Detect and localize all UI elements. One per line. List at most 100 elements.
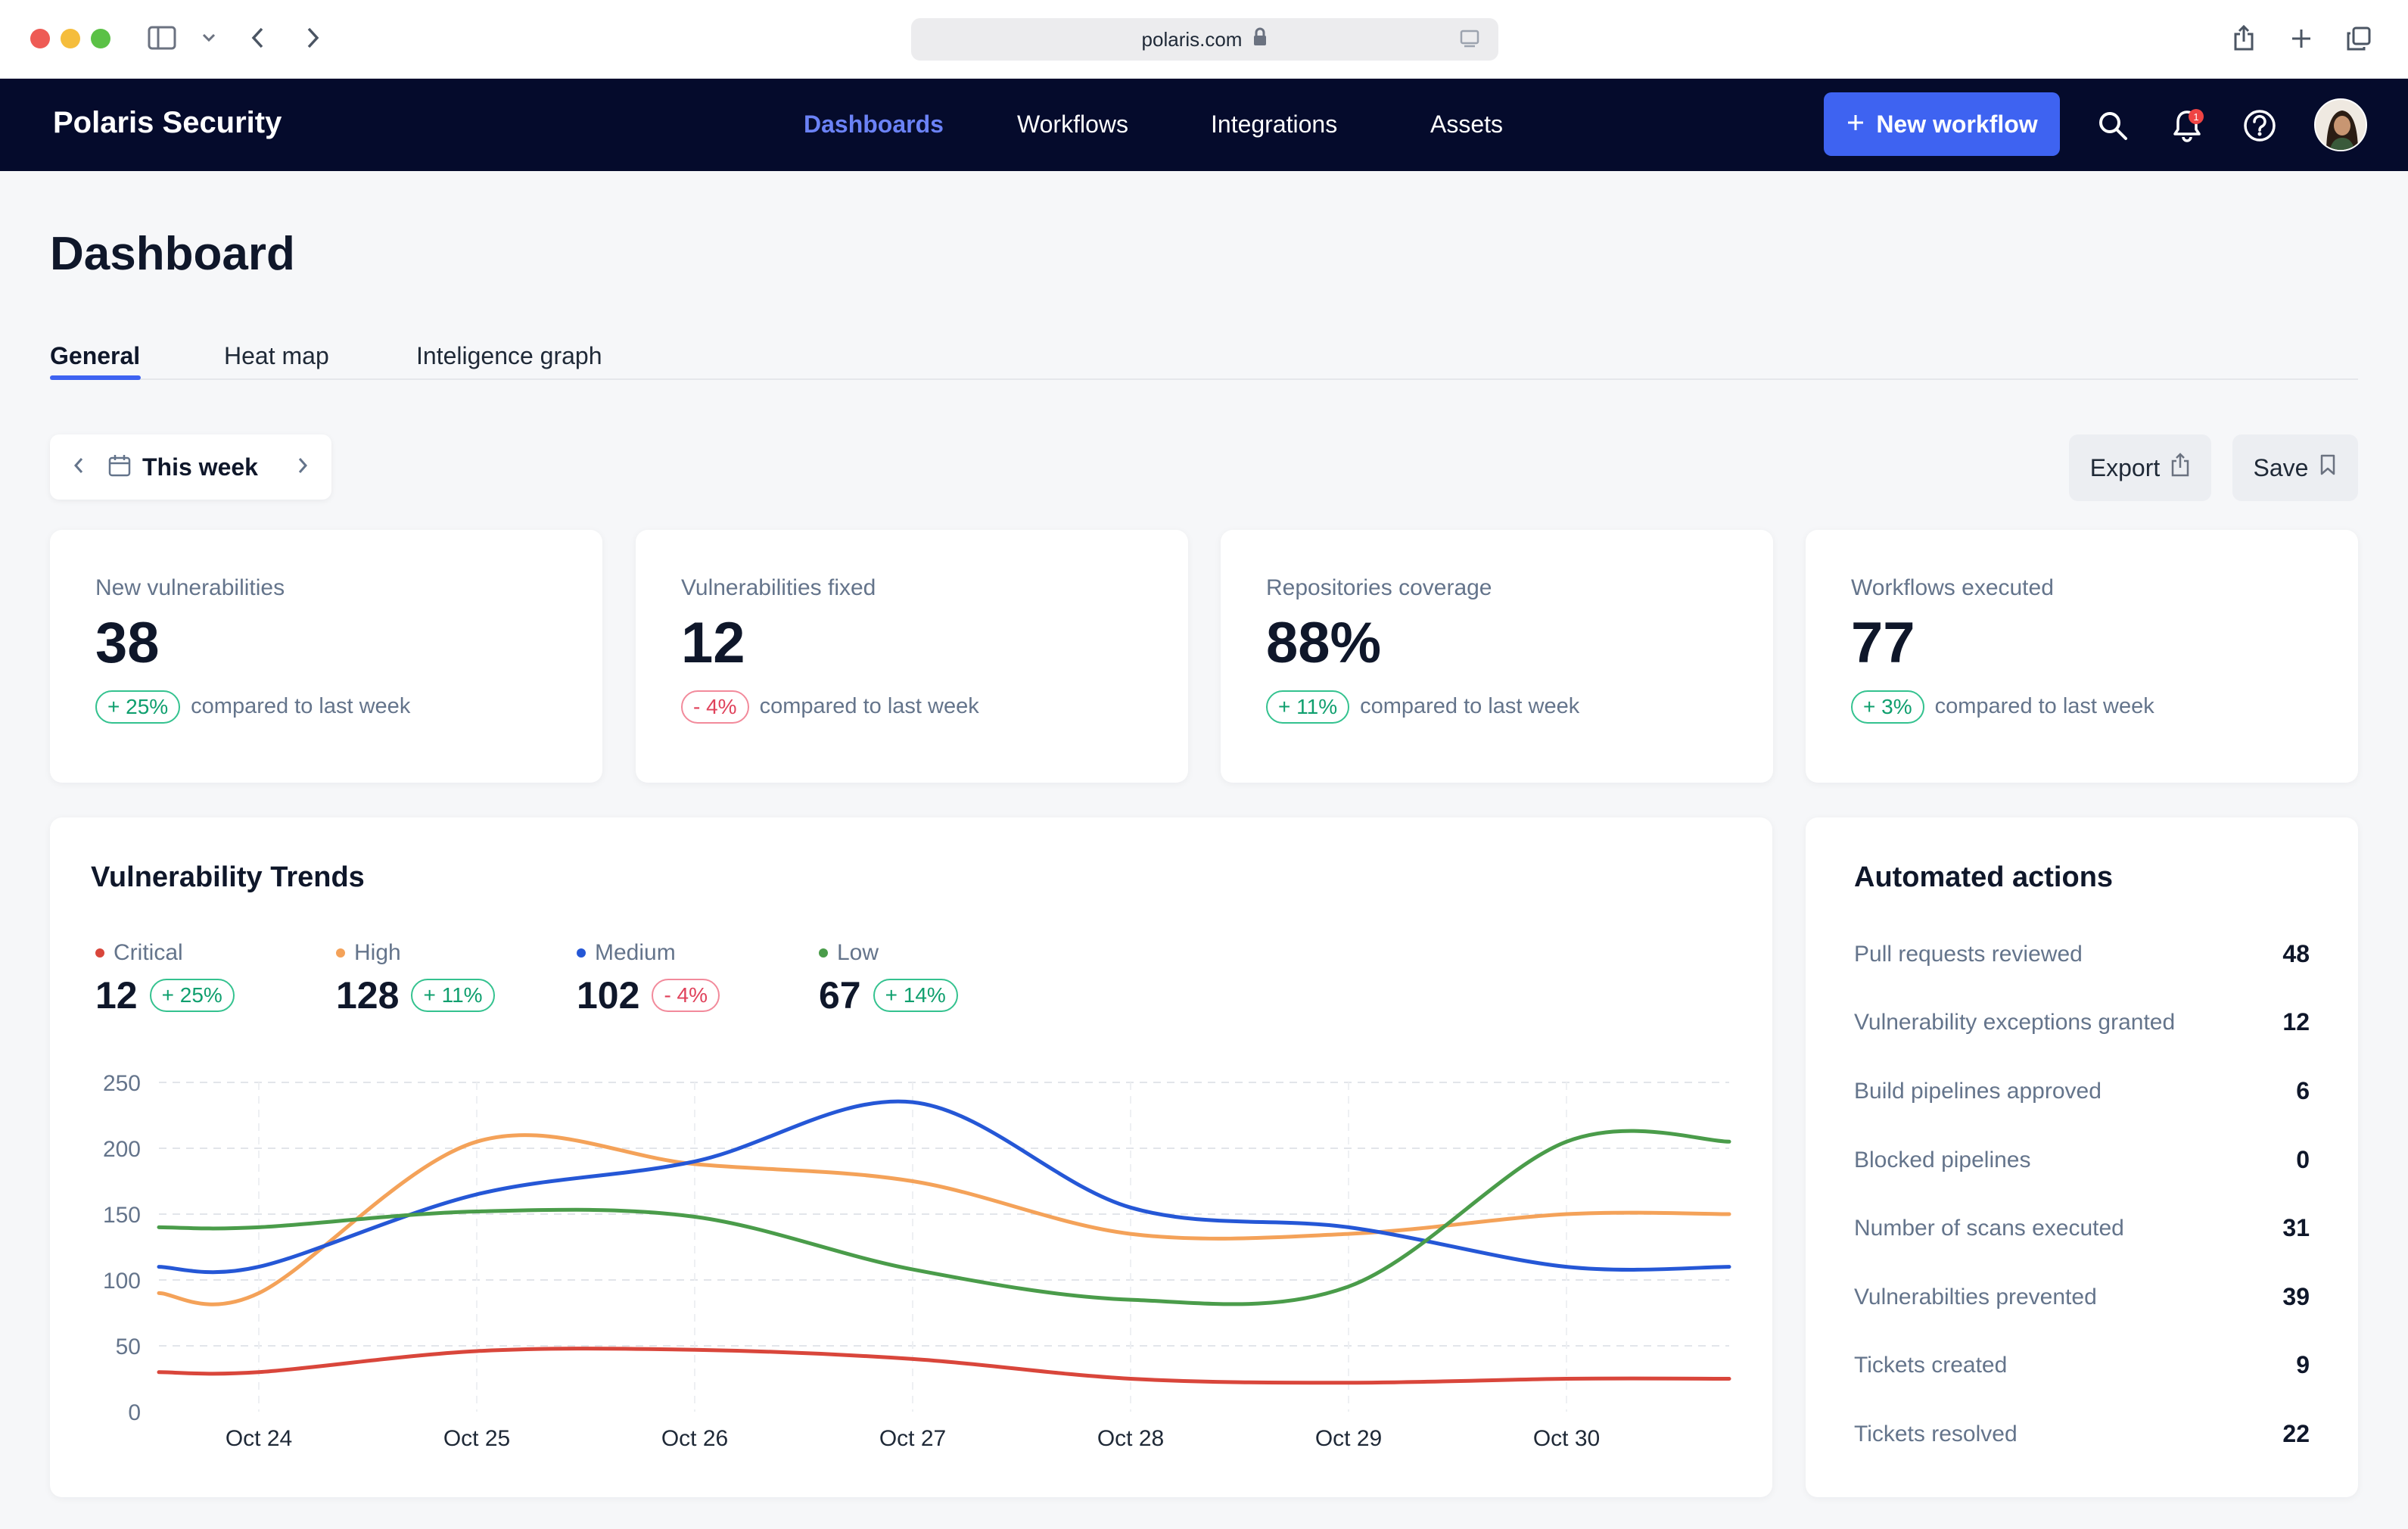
next-period-icon[interactable]: [295, 456, 310, 479]
action-row[interactable]: Vulnerabilties prevented 39: [1854, 1283, 2310, 1311]
minimize-window-button[interactable]: [61, 29, 80, 48]
stat-value: 12: [681, 611, 745, 675]
stat-value: 88%: [1266, 611, 1382, 675]
action-row[interactable]: Pull requests reviewed 48: [1854, 940, 2310, 968]
brand-logo[interactable]: Polaris Security: [53, 106, 282, 139]
action-name: Tickets resolved: [1854, 1421, 2018, 1446]
stat-label: Workflows executed: [1851, 575, 2054, 600]
chevron-down-icon[interactable]: [198, 29, 219, 47]
action-name: Vulnerability exceptions granted: [1854, 1009, 2176, 1035]
stat-change-badge: + 11%: [1266, 690, 1350, 724]
export-button[interactable]: Export: [2069, 434, 2211, 501]
share-icon[interactable]: [2231, 23, 2257, 53]
legend-name: High: [354, 940, 401, 965]
notifications-bell-icon[interactable]: 1: [2169, 107, 2205, 144]
stat-value: 77: [1851, 611, 1915, 675]
period-label[interactable]: This week: [142, 453, 258, 481]
legend-dot: [577, 948, 586, 958]
stat-note: compared to last week: [1360, 694, 1580, 719]
legend-value: 67: [819, 974, 861, 1017]
action-row[interactable]: Vulnerability exceptions granted 12: [1854, 1008, 2310, 1036]
stat-value: 38: [95, 611, 160, 675]
nav-link-assets[interactable]: Assets: [1430, 111, 1504, 138]
legend-dot: [95, 948, 104, 958]
tab-heat-map[interactable]: Heat map: [224, 342, 329, 369]
reader-icon[interactable]: [1459, 29, 1480, 55]
sidebar-toggle-icon[interactable]: [147, 24, 177, 51]
legend-item-medium[interactable]: Medium 102 - 4%: [577, 940, 720, 1017]
help-icon[interactable]: [2242, 107, 2278, 144]
nav-link-workflows[interactable]: Workflows: [1017, 111, 1128, 138]
close-window-button[interactable]: [30, 29, 50, 48]
maximize-window-button[interactable]: [91, 29, 110, 48]
action-name: Pull requests reviewed: [1854, 941, 2083, 967]
action-count: 0: [2296, 1146, 2310, 1173]
action-name: Tickets created: [1854, 1352, 2008, 1378]
stat-card-repositories-coverage: Repositories coverage 88% + 11% compared…: [1221, 530, 1773, 783]
top-navigation: Polaris Security Dashboards Workflows In…: [0, 79, 2408, 171]
export-share-icon: [2170, 452, 2190, 484]
x-axis: Oct 24 Oct 25 Oct 26 Oct 27 Oct 28 Oct 29 Oct …: [226, 1426, 1600, 1451]
new-workflow-button[interactable]: New workflow: [1824, 92, 2060, 156]
action-name: Build pipelines approved: [1854, 1078, 2102, 1104]
series-line-critical: [157, 1347, 1731, 1385]
x-tick-label: Oct 26: [661, 1426, 728, 1451]
action-name: Number of scans executed: [1854, 1215, 2124, 1241]
address-bar[interactable]: polaris.com: [911, 18, 1498, 61]
vulnerability-trends-card: [50, 817, 1772, 1497]
action-row[interactable]: Blocked pipelines 0: [1854, 1146, 2310, 1174]
tab-inteligence-graph[interactable]: Inteligence graph: [416, 342, 602, 369]
calendar-icon: [107, 453, 132, 481]
automated-actions-card: Automated actions Pull requests reviewed…: [1806, 817, 2358, 1497]
plus-icon: [1846, 111, 1865, 139]
y-axis: 0 50 100 150 200 250: [103, 1071, 141, 1425]
lock-icon: [1252, 27, 1268, 52]
stat-card-vulnerabilities-fixed: Vulnerabilities fixed 12 - 4% compared t…: [636, 530, 1188, 783]
x-tick-label: Oct 29: [1315, 1426, 1382, 1451]
stat-label: Repositories coverage: [1266, 575, 1492, 600]
action-row[interactable]: Tickets resolved 22: [1854, 1420, 2310, 1448]
save-button[interactable]: Save: [2232, 434, 2358, 501]
x-tick-label: Oct 27: [879, 1426, 946, 1451]
legend-item-critical[interactable]: Critical 12 + 25%: [95, 940, 235, 1017]
legend-item-low[interactable]: Low 67 + 14%: [819, 940, 958, 1017]
period-selector: This week: [50, 434, 331, 500]
notification-badge: 1: [2189, 109, 2204, 124]
legend-value: 12: [95, 974, 138, 1017]
user-avatar[interactable]: [2314, 98, 2367, 151]
tab-overview-icon[interactable]: [2344, 24, 2373, 53]
vulnerability-trends-title: Vulnerability Trends: [91, 861, 365, 893]
legend-change-badge: - 4%: [652, 978, 720, 1013]
y-tick-label: 100: [103, 1269, 141, 1294]
forward-icon[interactable]: [301, 24, 324, 51]
action-count: 12: [2282, 1008, 2310, 1035]
previous-period-icon[interactable]: [71, 456, 86, 479]
stat-label: New vulnerabilities: [95, 575, 285, 600]
action-row[interactable]: Tickets created 9: [1854, 1351, 2310, 1379]
vulnerability-trends-chart: 0 50 100 150 200 250 Oct 24 Oct 25 Oct 26 Oct 27…: [103, 1071, 1731, 1451]
x-tick-label: Oct 30: [1533, 1426, 1600, 1451]
series-line-low: [157, 1129, 1731, 1306]
automated-actions-title: Automated actions: [1854, 861, 2114, 893]
dashboard-tabs: General Heat map Inteligence graph: [50, 338, 2358, 380]
nav-link-integrations[interactable]: Integrations: [1211, 111, 1338, 138]
active-tab-indicator: [50, 375, 141, 380]
stat-label: Vulnerabilities fixed: [681, 575, 876, 600]
legend-item-high[interactable]: High 128 + 11%: [336, 940, 495, 1017]
export-label: Export: [2089, 453, 2161, 481]
stat-change-badge: + 3%: [1851, 690, 1924, 724]
new-tab-icon[interactable]: [2288, 26, 2314, 51]
action-count: 6: [2296, 1077, 2310, 1104]
action-row[interactable]: Number of scans executed 31: [1854, 1214, 2310, 1242]
stat-change-badge: + 25%: [95, 690, 181, 724]
legend-change-badge: + 14%: [873, 978, 958, 1013]
legend-name: Critical: [114, 940, 183, 965]
nav-link-dashboards[interactable]: Dashboards: [804, 111, 944, 138]
back-icon[interactable]: [247, 24, 269, 51]
stat-note: compared to last week: [759, 694, 979, 719]
tab-general[interactable]: General: [50, 342, 141, 369]
save-label: Save: [2253, 453, 2309, 481]
action-row[interactable]: Build pipelines approved 6: [1854, 1077, 2310, 1105]
search-icon[interactable]: [2095, 107, 2131, 144]
legend-dot: [819, 948, 828, 958]
